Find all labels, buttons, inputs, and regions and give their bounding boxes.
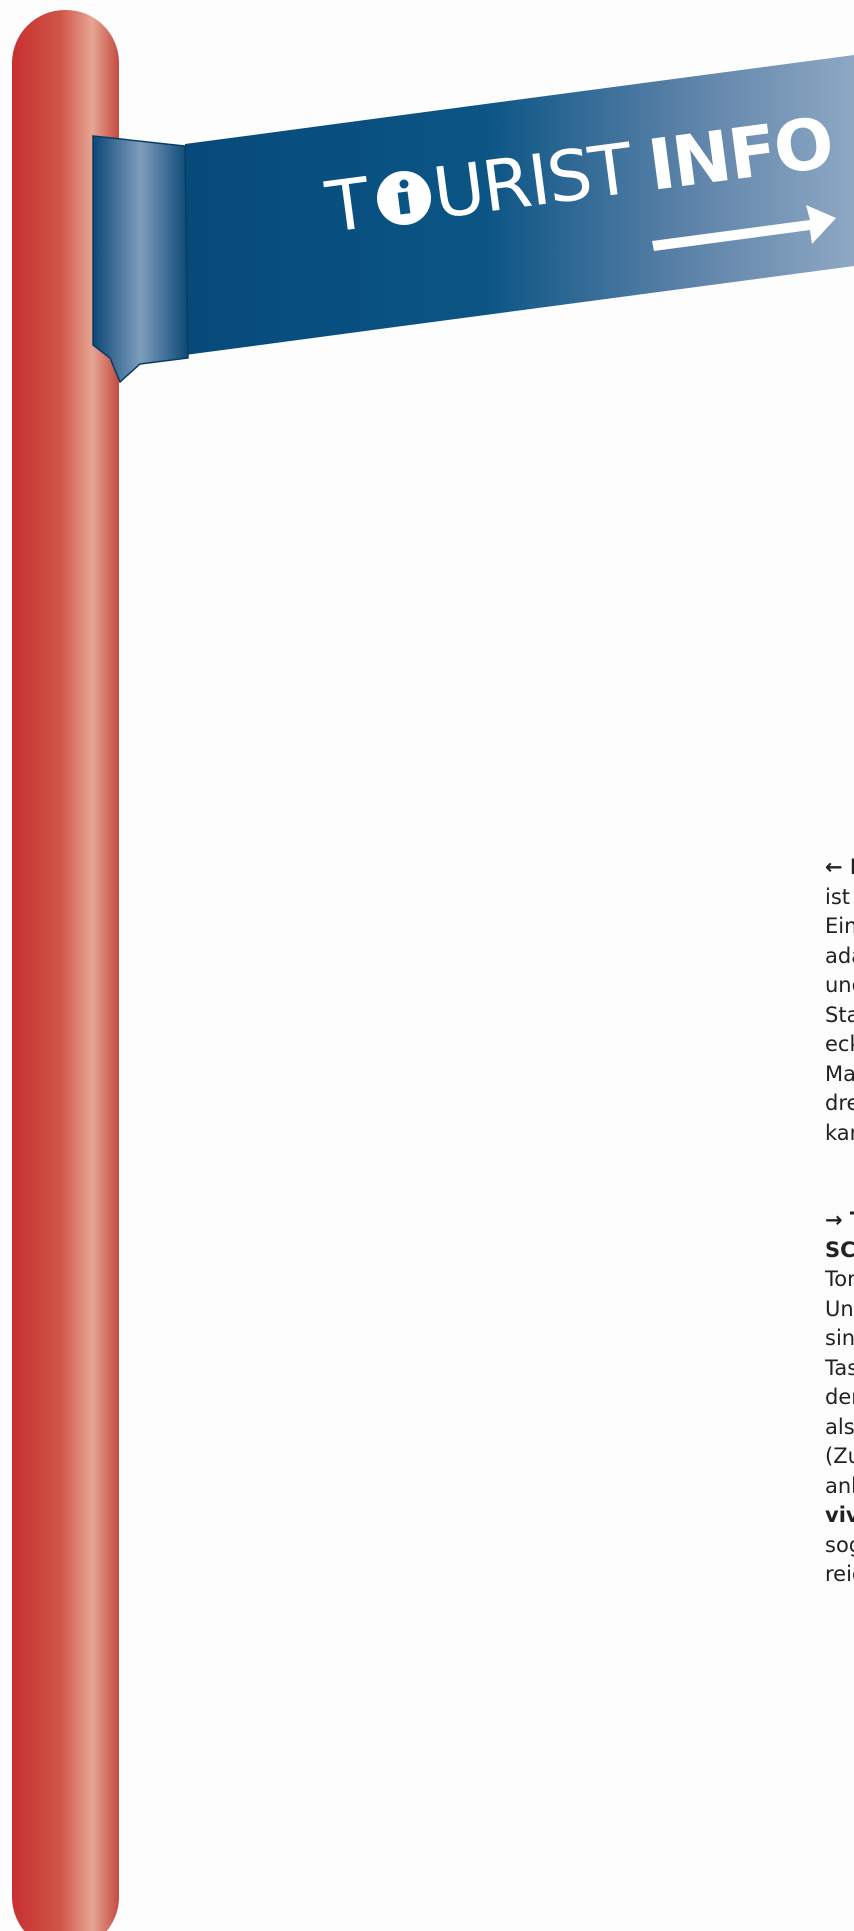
text-line: dre <box>825 1089 854 1119</box>
text-line: reic <box>825 1560 854 1590</box>
paragraph: ← IistEinadaundStaeckMadrekan <box>825 853 854 1148</box>
text-line: Un <box>825 1295 854 1325</box>
text-line: eck <box>825 1030 854 1060</box>
text-line: (Zu <box>825 1442 854 1472</box>
text-line: Tor <box>825 1265 854 1295</box>
text-line: ada <box>825 942 854 972</box>
signpost: T URIST INFO <box>0 0 854 1931</box>
text-line: sog <box>825 1531 854 1561</box>
info-icon-dot <box>400 180 409 189</box>
text-line: als <box>825 1413 854 1443</box>
text-line: ← I <box>825 853 854 883</box>
text-line: und <box>825 971 854 1001</box>
text-line: viv <box>825 1501 854 1531</box>
text-line: → T <box>825 1206 854 1236</box>
text-line: ist <box>825 883 854 913</box>
text-line: Ma <box>825 1060 854 1090</box>
sign-fold <box>93 136 188 382</box>
text-line: der <box>825 1383 854 1413</box>
text-line: sin <box>825 1324 854 1354</box>
page: {"sign": {"word_1": "T", "word_2": "URIS… <box>0 0 854 1931</box>
text-line: Tas <box>825 1354 854 1384</box>
text-line: SC <box>825 1236 854 1266</box>
text-line: Ein <box>825 912 854 942</box>
text-line: kan <box>825 1119 854 1149</box>
text-line: anb <box>825 1472 854 1502</box>
text-line: Sta <box>825 1001 854 1031</box>
paragraph: → TSCTorUnsinTasderals(Zuanbvivsogreic <box>825 1206 854 1590</box>
